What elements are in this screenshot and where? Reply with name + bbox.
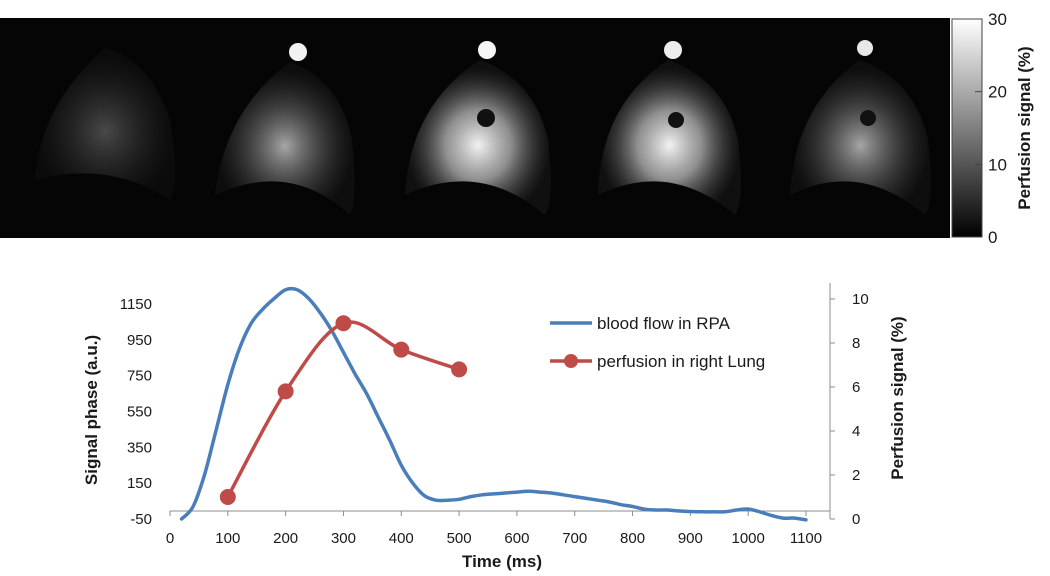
x-tick-label: 500 [447,530,472,547]
x-tick-label: 0 [166,530,174,547]
mri-panel-2 [215,43,355,215]
y2-tick-label: 0 [852,511,860,528]
data-point-perfusion [219,489,236,505]
y-axis-right-ticks: 0 2 4 6 8 10 [830,291,869,528]
mri-panel-4 [598,41,741,215]
x-tick-label: 1000 [731,530,764,547]
legend-item-perfusion: perfusion in right Lung [550,352,765,371]
mri-panel-5 [790,40,931,215]
y2-tick-label: 2 [852,467,860,484]
x-axis-ticks: 0 100 200 300 400 500 600 700 800 900 1000 1100 [166,511,822,547]
x-tick-label: 900 [678,530,703,547]
y2-tick-label: 10 [852,291,869,308]
mri-panel-3 [405,41,551,215]
x-tick-label: 600 [504,530,529,547]
legend-label-perfusion: perfusion in right Lung [597,352,765,371]
mri-panel-1 [35,48,175,200]
y2-tick-label: 8 [852,335,860,352]
y-axis-left-ticks: -50 150 350 550 750 950 1150 [120,296,152,528]
colorbar-label: Perfusion signal (%) [1015,46,1034,209]
data-point-perfusion [393,341,410,358]
y-tick-label: 750 [127,368,152,385]
mri-image-strip [0,18,950,238]
x-tick-label: 1100 [790,530,822,547]
data-point-perfusion [277,383,294,400]
colorbar-tick-label: 20 [988,83,1007,102]
perfusion-chart: 0 100 200 300 400 500 600 700 800 900 1000 1100 -50… [82,283,907,571]
legend-item-blood-flow: blood flow in RPA [550,314,731,333]
y-tick-label: 950 [127,332,152,349]
colorbar: 0 10 20 30 Perfusion signal (%) [951,10,1034,247]
series-line-perfusion-in-right-lung [226,320,460,498]
legend: blood flow in RPA perfusion in right Lun… [550,314,765,371]
colorbar-tick-label: 30 [988,10,1007,29]
y-axis-right-title: Perfusion signal (%) [888,316,907,479]
series-markers-perfusion [219,315,468,505]
x-tick-label: 300 [331,530,356,547]
legend-label-blood-flow: blood flow in RPA [597,314,731,333]
x-tick-label: 800 [620,530,645,547]
y-tick-label: 550 [127,404,152,421]
colorbar-ticks: 0 10 20 30 [975,10,1007,247]
legend-marker-perfusion [564,354,578,368]
colorbar-tick-label: 10 [988,155,1007,174]
colorbar-tick-label: 0 [988,228,997,247]
y-tick-label: 150 [127,475,152,492]
y2-tick-label: 4 [852,423,860,440]
x-tick-label: 200 [273,530,298,547]
y-axis-left-title: Signal phase (a.u.) [82,335,101,485]
y-tick-label: 350 [127,439,152,456]
x-tick-label: 400 [389,530,414,547]
colorbar-gradient [951,18,983,238]
data-point-perfusion [451,361,468,378]
data-point-perfusion [335,315,352,332]
x-tick-label: 100 [215,530,240,547]
x-tick-label: 700 [562,530,587,547]
x-axis-title: Time (ms) [462,552,542,571]
y-tick-label: 1150 [120,296,152,313]
y2-tick-label: 6 [852,379,860,396]
series-line-blood-flow-in-rpa [179,286,808,522]
y-tick-label: -50 [130,511,152,528]
